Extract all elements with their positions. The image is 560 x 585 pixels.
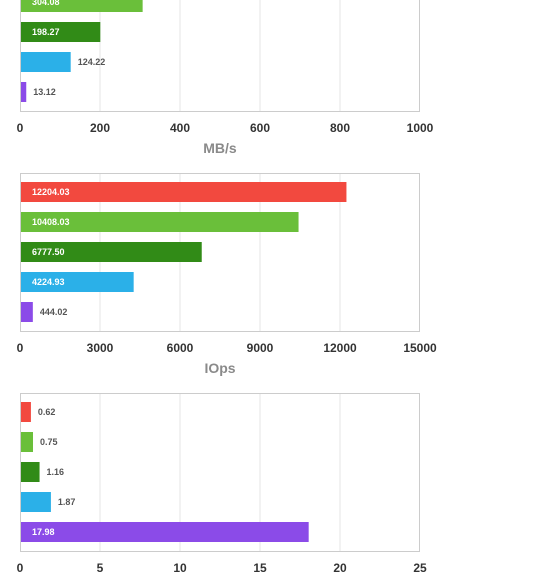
tick-label: 6000 — [167, 341, 194, 355]
x-axis-title: IOps — [204, 360, 235, 376]
plot-frame — [20, 0, 420, 112]
chart-1: 304.08 198.27 124.22 13.12 0 200 400 600 800 1000… — [17, 0, 434, 156]
data-label: 17.98 — [32, 527, 55, 537]
data-label: 124.22 — [78, 57, 106, 67]
data-label: 1.16 — [47, 467, 65, 477]
bar — [21, 462, 40, 482]
tick-label: 600 — [250, 121, 270, 135]
bar — [21, 0, 143, 12]
bar — [21, 22, 101, 42]
chart-3: 0.62 0.75 1.16 1.87 17.98 0 5 10 15 20 25 — [17, 393, 427, 575]
tick-label: 12000 — [323, 341, 357, 355]
bar — [21, 302, 33, 322]
tick-label: 20 — [333, 561, 347, 575]
tick-label: 0 — [17, 121, 24, 135]
data-label: 0.62 — [38, 407, 56, 417]
tick-label: 0 — [17, 341, 24, 355]
tick-label: 5 — [97, 561, 104, 575]
tick-label: 0 — [17, 561, 24, 575]
tick-label: 200 — [90, 121, 110, 135]
data-label: 444.02 — [40, 307, 68, 317]
bar — [21, 82, 27, 102]
data-label: 13.12 — [33, 87, 56, 97]
tick-label: 3000 — [87, 341, 114, 355]
bar — [21, 182, 347, 202]
data-label: 6777.50 — [32, 247, 65, 257]
tick-label: 15000 — [403, 341, 437, 355]
bar — [21, 522, 309, 542]
tick-label: 25 — [413, 561, 427, 575]
tick-label: 9000 — [247, 341, 274, 355]
plot-frame — [20, 173, 420, 332]
bar — [21, 492, 51, 512]
tick-label: 1000 — [407, 121, 434, 135]
data-label: 0.75 — [40, 437, 58, 447]
bar — [21, 212, 299, 232]
tick-label: 15 — [253, 561, 267, 575]
tick-label: 800 — [330, 121, 350, 135]
data-label: 1.87 — [58, 497, 76, 507]
chart-2: 12204.03 10408.03 6777.50 4224.93 444.02 0 300… — [17, 173, 437, 376]
bar — [21, 242, 202, 262]
data-label: 198.27 — [32, 27, 60, 37]
x-axis-title: MB/s — [203, 140, 237, 156]
data-label: 304.08 — [32, 0, 60, 7]
bar — [21, 52, 71, 72]
plot-frame — [20, 393, 420, 552]
data-label: 12204.03 — [32, 187, 70, 197]
tick-label: 10 — [173, 561, 187, 575]
bar — [21, 432, 33, 452]
tick-label: 400 — [170, 121, 190, 135]
bar — [21, 402, 31, 422]
data-label: 10408.03 — [32, 217, 70, 227]
bar — [21, 272, 134, 292]
data-label: 4224.93 — [32, 277, 65, 287]
